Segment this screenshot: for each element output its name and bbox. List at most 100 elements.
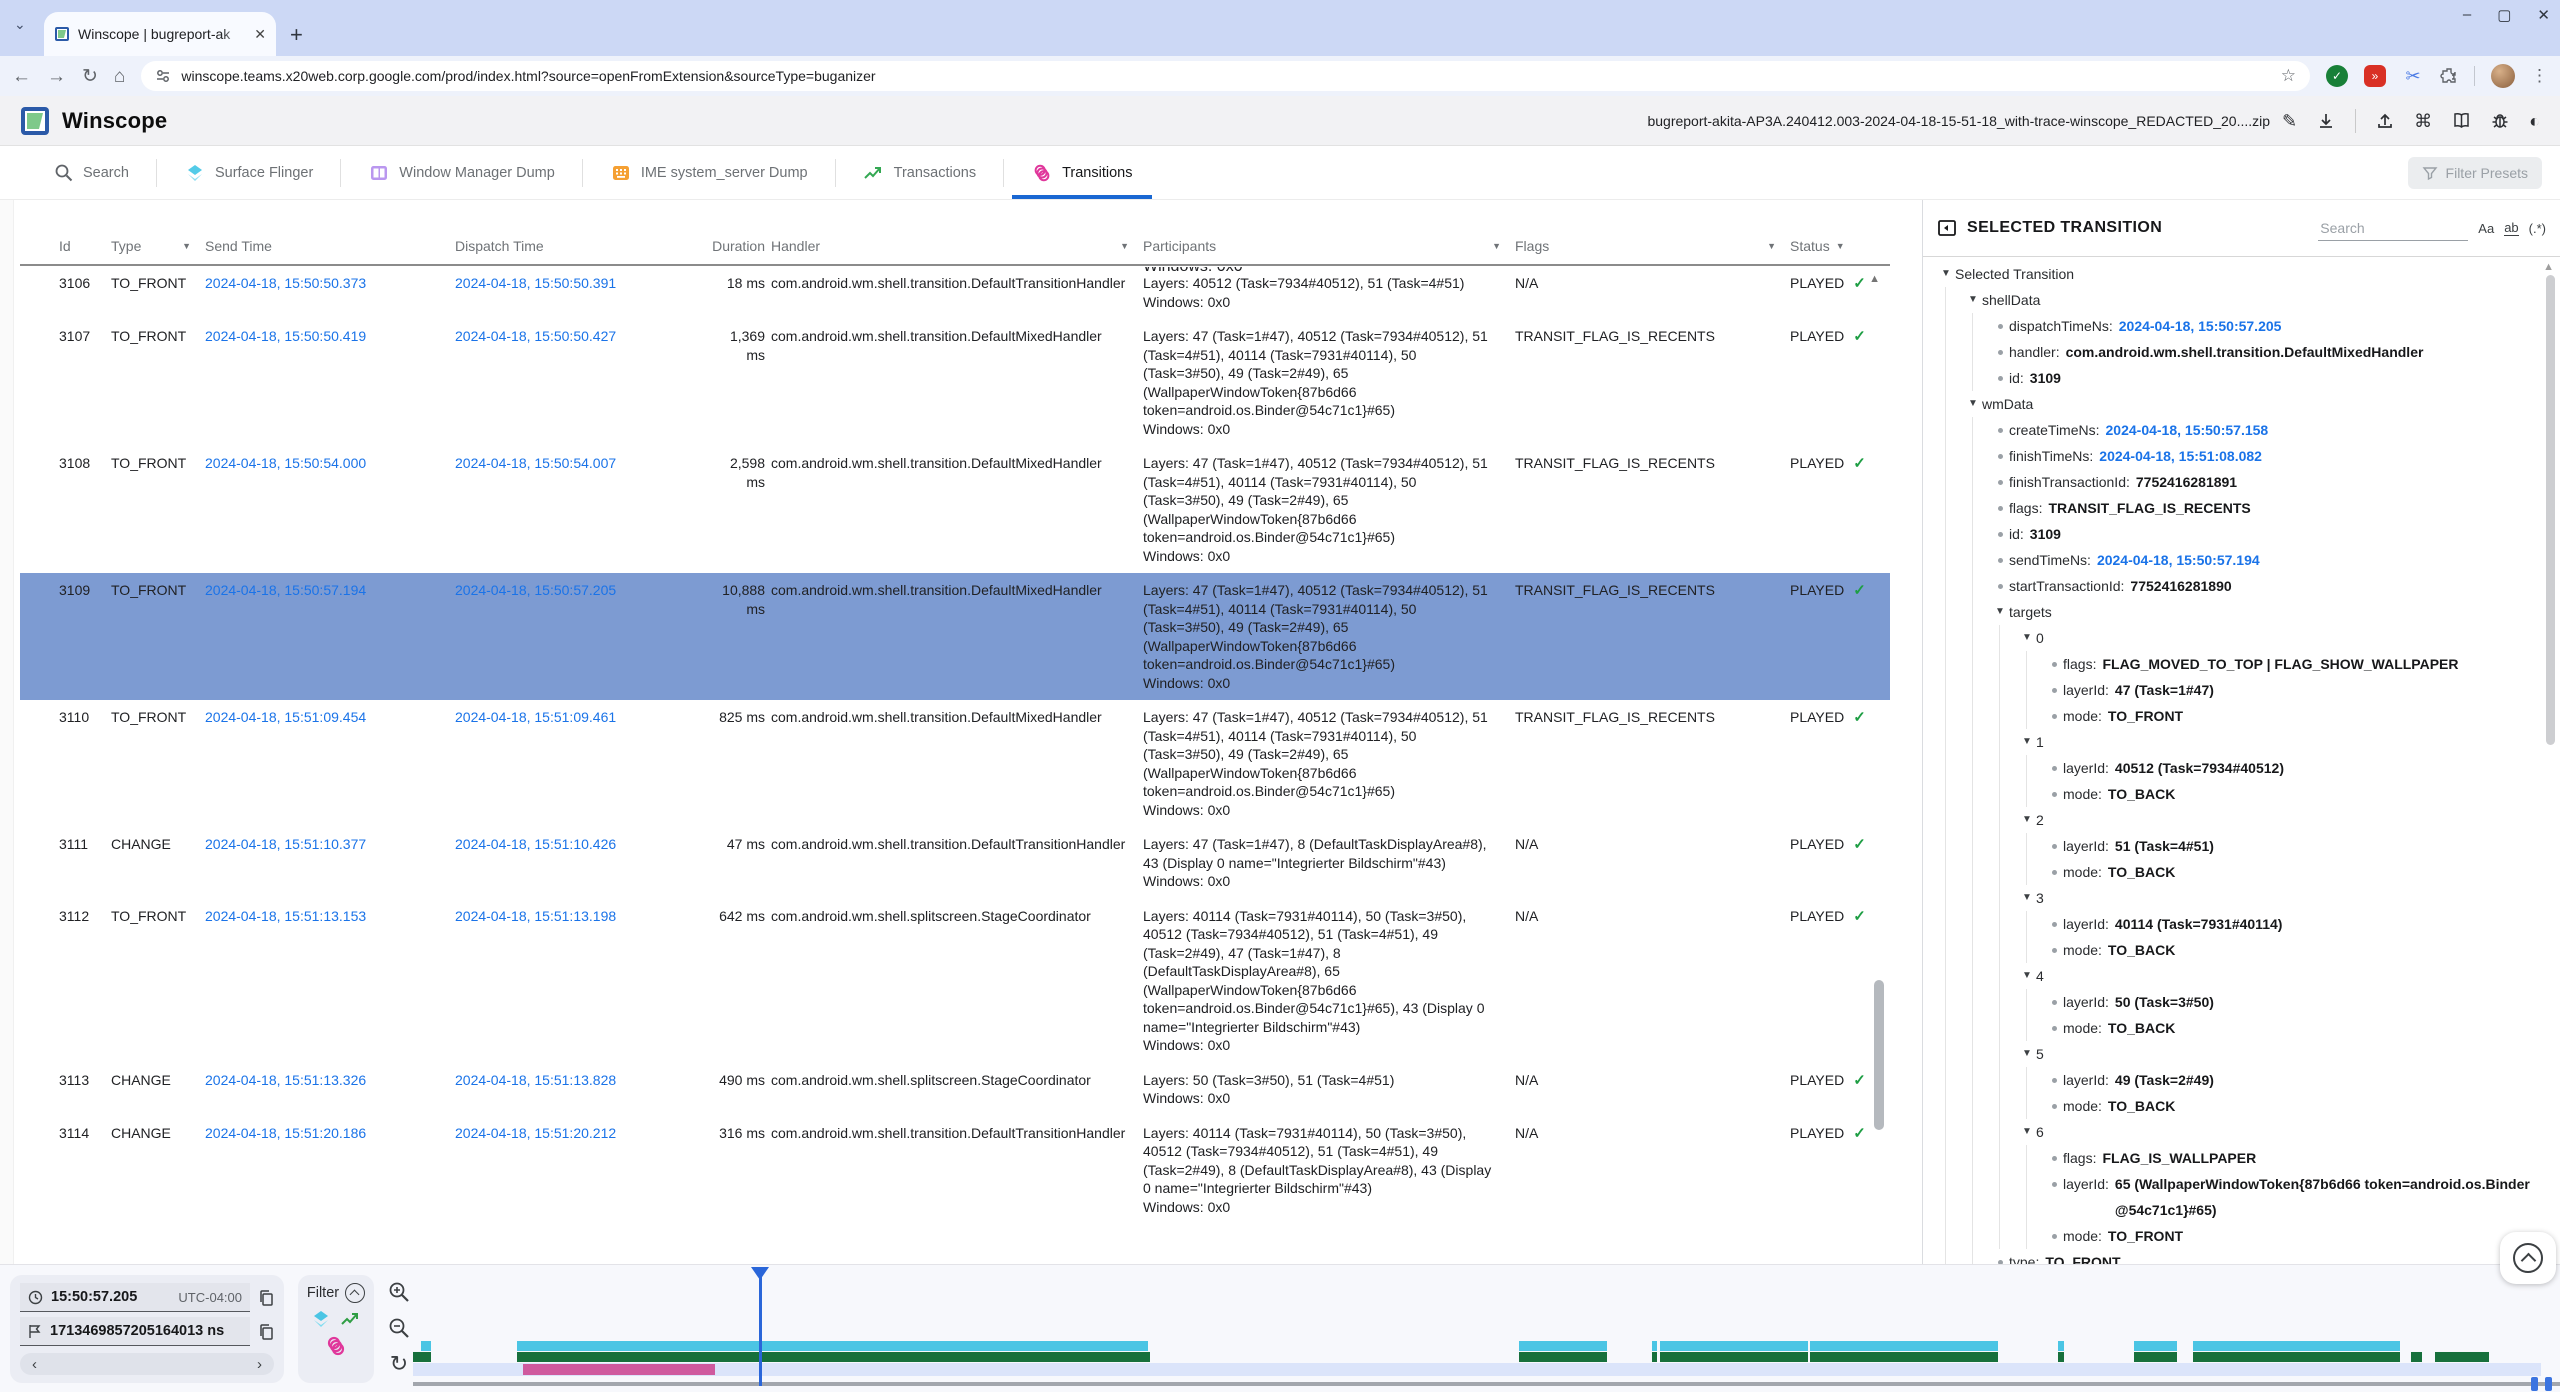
upload-icon[interactable] xyxy=(2376,112,2394,130)
scroll-to-top-button[interactable] xyxy=(2500,1232,2556,1284)
column-header-handler[interactable]: Handler ▼ xyxy=(771,238,1129,254)
transactions-trace-segment[interactable] xyxy=(2193,1352,2400,1362)
table-row[interactable]: 3107 TO_FRONT 2024-04-18, 15:50:50.419 2024… xyxy=(20,319,1890,446)
collapse-filter-icon[interactable] xyxy=(345,1283,366,1303)
send-time-link[interactable]: 2024-04-18, 15:50:54.000 xyxy=(205,455,367,471)
reload-icon[interactable]: ↻ xyxy=(82,65,98,87)
send-time-link[interactable]: 2024-04-18, 15:51:13.153 xyxy=(205,907,367,924)
tree-node[interactable]: ▼ 0 xyxy=(1923,625,2560,651)
back-icon[interactable]: ← xyxy=(12,65,31,87)
scrollbar-up-icon[interactable]: ▲ xyxy=(2543,261,2554,273)
tab-window-manager-dump[interactable]: Window Manager Dump xyxy=(341,146,583,199)
tree-node[interactable]: createTimeNs: 2024-04-18, 15:50:57.158 xyxy=(1923,417,2560,443)
surface-flinger-trace-segment[interactable] xyxy=(517,1341,1148,1351)
tree-node[interactable]: ▼ Selected Transition xyxy=(1923,261,2560,287)
transactions-trace-segment[interactable] xyxy=(2411,1352,2422,1362)
dispatch-time-link[interactable]: 2024-04-18, 15:50:54.007 xyxy=(455,455,617,471)
tree-node[interactable]: mode: TO_BACK xyxy=(1923,1015,2560,1041)
dispatch-time-link[interactable]: 2024-04-18, 15:51:13.828 xyxy=(455,1071,617,1088)
surface-flinger-trace-segment[interactable] xyxy=(1652,1341,1657,1351)
tree-node[interactable]: ▼ targets xyxy=(1923,599,2560,625)
transactions-trace-segment[interactable] xyxy=(517,1352,1150,1362)
properties-search-input[interactable] xyxy=(2318,215,2469,241)
tree-collapse-icon[interactable]: ▼ xyxy=(1995,606,2005,617)
column-header-participants[interactable]: Participants ▼ xyxy=(1143,238,1501,254)
tree-node[interactable]: layerId: 40512 (Task=7934#40512) xyxy=(1923,755,2560,781)
tree-node[interactable]: flags: FLAG_IS_WALLPAPER xyxy=(1923,1145,2560,1171)
table-row[interactable]: 3114 CHANGE 2024-04-18, 15:51:20.186 2024-0… xyxy=(20,1116,1890,1225)
surface-flinger-trace-segment[interactable] xyxy=(1810,1341,1998,1351)
dispatch-time-link[interactable]: 2024-04-18, 15:51:10.426 xyxy=(455,836,617,852)
tab-transactions[interactable]: Transactions xyxy=(836,146,1005,199)
surface-flinger-trace-segment[interactable] xyxy=(1519,1341,1607,1351)
surface-flinger-trace-segment[interactable] xyxy=(2193,1341,2400,1351)
tree-node[interactable]: ▼ shellData xyxy=(1923,287,2560,313)
dispatch-time-link[interactable]: 2024-04-18, 15:51:09.461 xyxy=(455,709,617,725)
extension-scissors-icon[interactable]: ✂ xyxy=(2405,65,2421,86)
surface-flinger-trace-segment[interactable] xyxy=(2058,1341,2064,1351)
tree-node[interactable]: handler: com.android.wm.shell.transition.… xyxy=(1923,339,2560,365)
dispatch-time-link[interactable]: 2024-04-18, 15:50:50.391 xyxy=(455,275,617,291)
table-row[interactable]: 3109 TO_FRONT 2024-04-18, 15:50:57.194 2024… xyxy=(20,573,1890,700)
table-row[interactable]: 3106 TO_FRONT 2024-04-18, 15:50:50.373 2024… xyxy=(20,266,1890,319)
tree-node[interactable]: startTransactionId: 7752416281890 xyxy=(1923,573,2560,599)
tree-collapse-icon[interactable]: ▼ xyxy=(2022,736,2032,747)
forward-icon[interactable]: → xyxy=(47,65,66,87)
tree-collapse-icon[interactable]: ▼ xyxy=(1941,268,1951,279)
table-row[interactable]: 3110 TO_FRONT 2024-04-18, 15:51:09.454 2024… xyxy=(20,700,1890,827)
tab-transitions[interactable]: Transitions xyxy=(1004,146,1160,199)
tree-node[interactable]: finishTimeNs: 2024-04-18, 15:51:08.082 xyxy=(1923,443,2560,469)
tree-node[interactable]: finishTransactionId: 7752416281891 xyxy=(1923,469,2560,495)
tree-node[interactable]: mode: TO_FRONT xyxy=(1923,703,2560,729)
tree-node[interactable]: flags: FLAG_MOVED_TO_TOP | FLAG_SHOW_WALL… xyxy=(1923,651,2560,677)
column-header-duration[interactable]: Duration xyxy=(712,238,765,254)
send-time-link[interactable]: 2024-04-18, 15:50:50.373 xyxy=(205,275,367,291)
match-case-icon[interactable]: Aa xyxy=(2478,220,2495,236)
tree-node[interactable]: mode: TO_BACK xyxy=(1923,937,2560,963)
transactions-trace-segment[interactable] xyxy=(2058,1352,2064,1362)
transactions-trace-segment[interactable] xyxy=(1660,1352,1808,1362)
surface-flinger-icon[interactable] xyxy=(311,1309,331,1329)
tree-node[interactable]: ▼ 3 xyxy=(1923,885,2560,911)
extensions-puzzle-icon[interactable] xyxy=(2440,67,2458,85)
transactions-trace-segment[interactable] xyxy=(2134,1352,2177,1362)
browser-tab[interactable]: Winscope | bugreport-ak ✕ xyxy=(44,12,276,56)
tree-node[interactable]: id: 3109 xyxy=(1923,521,2560,547)
column-header-send-time[interactable]: Send Time xyxy=(205,238,272,254)
tree-collapse-icon[interactable]: ▼ xyxy=(2022,814,2032,825)
profile-avatar[interactable] xyxy=(2491,64,2515,88)
tree-node[interactable]: ▼ 2 xyxy=(1923,807,2560,833)
window-close-button[interactable]: ✕ xyxy=(2537,7,2550,24)
tree-node[interactable]: mode: TO_BACK xyxy=(1923,1093,2560,1119)
dispatch-time-link[interactable]: 2024-04-18, 15:51:13.198 xyxy=(455,907,617,924)
tab-search[interactable]: Search xyxy=(26,146,157,199)
cursor-ns-field[interactable]: 1713469857205164013 ns xyxy=(20,1317,250,1346)
transactions-icon[interactable] xyxy=(341,1311,361,1327)
send-time-link[interactable]: 2024-04-18, 15:51:09.454 xyxy=(205,709,367,725)
transactions-trace-segment[interactable] xyxy=(1810,1352,1998,1362)
tree-collapse-icon[interactable]: ▼ xyxy=(2022,970,2032,981)
transactions-trace-segment[interactable] xyxy=(1519,1352,1607,1362)
reset-zoom-icon[interactable]: ↻ xyxy=(389,1351,409,1376)
send-time-link[interactable]: 2024-04-18, 15:51:13.326 xyxy=(205,1071,367,1088)
tree-node[interactable]: sendTimeNs: 2024-04-18, 15:50:57.194 xyxy=(1923,547,2560,573)
table-row[interactable]: 3111 CHANGE 2024-04-18, 15:51:10.377 2024-0… xyxy=(20,827,1890,899)
column-header-dispatch-time[interactable]: Dispatch Time xyxy=(455,238,544,254)
transition-segment[interactable] xyxy=(523,1364,715,1375)
filter-presets-button[interactable]: Filter Presets xyxy=(2407,157,2542,189)
tree-collapse-icon[interactable]: ▼ xyxy=(2022,1048,2032,1059)
next-event-button[interactable]: › xyxy=(257,1355,262,1373)
regex-icon[interactable]: (.*) xyxy=(2528,220,2546,236)
home-icon[interactable]: ⌂ xyxy=(113,65,126,87)
dispatch-time-link[interactable]: 2024-04-18, 15:50:50.427 xyxy=(455,328,617,344)
tree-node[interactable]: flags: TRANSIT_FLAG_IS_RECENTS xyxy=(1923,495,2560,521)
surface-flinger-trace-segment[interactable] xyxy=(2134,1341,2177,1351)
site-settings-icon[interactable] xyxy=(155,68,171,84)
window-maximize-button[interactable]: ▢ xyxy=(2497,7,2512,24)
extension-red-icon[interactable]: » xyxy=(2364,65,2386,87)
tree-node[interactable]: layerId: 51 (Task=4#51) xyxy=(1923,833,2560,859)
transactions-trace-segment[interactable] xyxy=(413,1352,431,1362)
transitions-icon[interactable] xyxy=(325,1335,347,1357)
column-header-status[interactable]: Status ▼ xyxy=(1790,238,1845,254)
tree-node[interactable]: mode: TO_BACK xyxy=(1923,859,2560,885)
